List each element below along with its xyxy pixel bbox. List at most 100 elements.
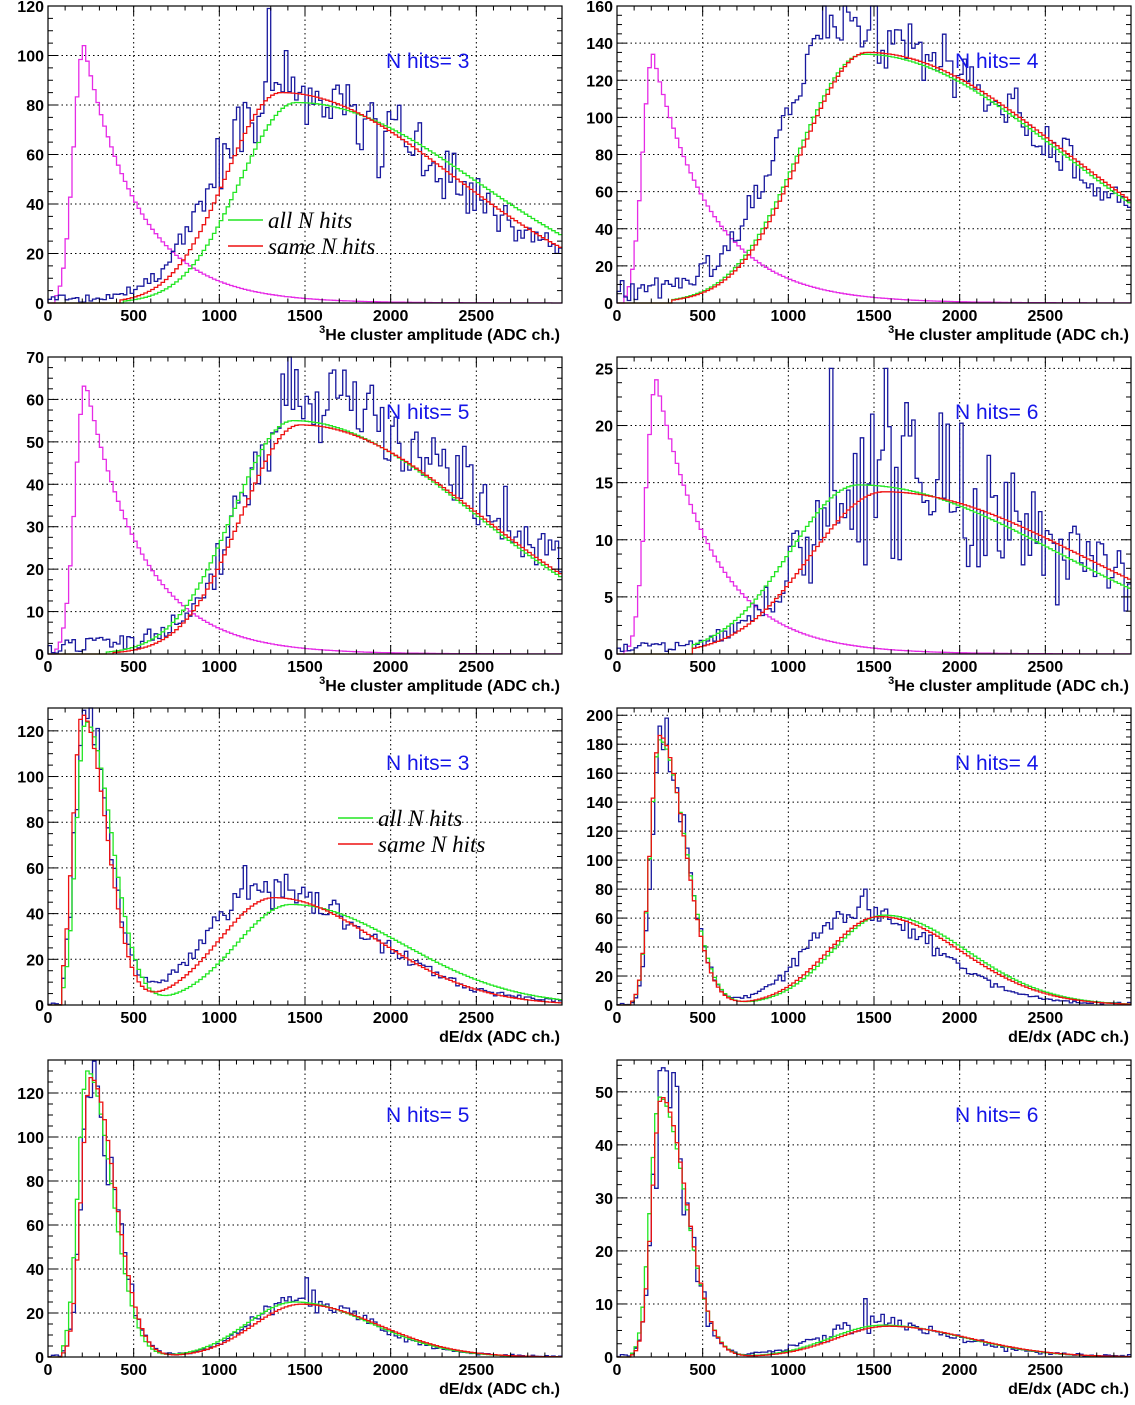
- y-tick-label: 120: [17, 1086, 44, 1103]
- y-tick-label: 100: [586, 853, 613, 870]
- series-navy-histogram: [616, 1067, 1131, 1358]
- y-tick-label: 80: [26, 1174, 44, 1191]
- series-green-histogram: [48, 101, 562, 304]
- y-tick-label: 10: [26, 605, 44, 622]
- grid-lines: [617, 708, 1131, 1005]
- series-red-histogram: [48, 424, 562, 655]
- x-tick-label: 2500: [459, 1362, 495, 1379]
- y-tick-label: 180: [586, 737, 613, 754]
- x-tick-label: 0: [613, 308, 622, 325]
- series-navy-histogram: [47, 7, 562, 303]
- x-axis-label-superscript: 3: [319, 675, 325, 687]
- series-red-histogram: [48, 1076, 562, 1358]
- x-tick-label: 1500: [856, 1362, 892, 1379]
- x-tick-label: 2500: [1028, 1010, 1064, 1027]
- histogram-panel-8: 0 500 1000 1500 2000 2500 0 10 20 30 40 50 dE/dx (AD…: [595, 1059, 1132, 1398]
- series-navy-histogram: [47, 707, 562, 1006]
- x-tick-label: 1500: [856, 308, 892, 325]
- x-tick-label: 2000: [942, 1010, 978, 1027]
- x-tick-label: 1000: [202, 1010, 238, 1027]
- y-tick-label: 0: [604, 1350, 613, 1367]
- y-tick-label: 120: [17, 724, 44, 741]
- legend-label: same N hits: [378, 832, 485, 857]
- y-tick-label: 100: [17, 770, 44, 787]
- y-tick-label: 20: [26, 952, 44, 969]
- x-tick-label: 1500: [287, 659, 323, 676]
- x-tick-label: 2000: [942, 659, 978, 676]
- series-navy-histogram: [616, 367, 1131, 654]
- n-hits-annotation: N hits= 4: [955, 50, 1039, 73]
- series-red-histogram: [617, 491, 1131, 655]
- x-axis-label: 3He cluster amplitude (ADC ch.): [319, 324, 560, 344]
- series-red-histogram: [48, 91, 562, 304]
- x-axis-label-superscript: 3: [319, 324, 325, 336]
- y-tick-label: 20: [595, 1244, 613, 1261]
- histogram-panel-4: 0 500 1000 1500 2000 2500 0 5 10 15 20 25 3He cluste…: [595, 356, 1132, 695]
- series-green-histogram: [617, 53, 1131, 304]
- y-tick-label: 20: [26, 562, 44, 579]
- y-tick-label: 60: [26, 1218, 44, 1235]
- x-tick-label: 2000: [373, 659, 409, 676]
- grid-lines: [48, 1060, 562, 1357]
- y-tick-label: 60: [26, 148, 44, 165]
- x-axis-label-superscript: 3: [888, 675, 894, 687]
- y-tick-label: 10: [595, 1297, 613, 1314]
- y-tick-label: 40: [595, 222, 613, 239]
- histogram-panel-1: 0 500 1000 1500 2000 2500 0 20 40 60 80 100 120 3He c…: [17, 0, 563, 344]
- y-tick-label: 5: [604, 590, 613, 607]
- x-tick-label: 0: [613, 1362, 622, 1379]
- y-tick-label: 80: [595, 148, 613, 165]
- y-tick-label: 40: [26, 1262, 44, 1279]
- y-tick-label: 140: [586, 795, 613, 812]
- y-tick-label: 20: [595, 259, 613, 276]
- n-hits-annotation: N hits= 3: [386, 50, 469, 73]
- x-tick-label: 2500: [459, 308, 495, 325]
- y-tick-label: 30: [595, 1191, 613, 1208]
- y-tick-label: 60: [26, 861, 44, 878]
- y-tick-label: 0: [35, 296, 44, 313]
- y-tick-label: 140: [586, 36, 613, 53]
- series-navy-histogram: [47, 356, 562, 654]
- y-tick-label: 80: [26, 815, 44, 832]
- x-tick-label: 1500: [856, 659, 892, 676]
- y-tick-label: 100: [17, 1130, 44, 1147]
- y-tick-label: 60: [26, 392, 44, 409]
- series-magenta-histogram: [617, 53, 1131, 304]
- y-tick-label: 120: [17, 0, 44, 16]
- x-tick-label: 1000: [202, 659, 238, 676]
- y-tick-label: 120: [586, 824, 613, 841]
- y-tick-label: 120: [586, 73, 613, 90]
- series-green-histogram: [617, 484, 1131, 655]
- series-red-histogram: [617, 1097, 1131, 1358]
- y-tick-label: 40: [26, 907, 44, 924]
- x-tick-label: 500: [689, 659, 716, 676]
- x-axis-label-text: He cluster amplitude (ADC ch.): [894, 327, 1129, 344]
- y-tick-label: 50: [595, 1085, 613, 1102]
- x-axis-label: dE/dx (ADC ch.): [439, 1381, 560, 1398]
- series-red-histogram: [617, 734, 1131, 1006]
- y-tick-label: 40: [595, 940, 613, 957]
- n-hits-annotation: N hits= 3: [386, 752, 469, 775]
- y-tick-label: 40: [595, 1138, 613, 1155]
- y-tick-label: 100: [586, 110, 613, 127]
- y-tick-label: 15: [595, 476, 613, 493]
- tick-marks: [616, 357, 1132, 655]
- y-tick-label: 10: [595, 533, 613, 550]
- y-tick-label: 20: [26, 1306, 44, 1323]
- series-magenta-histogram: [48, 44, 562, 304]
- x-tick-label: 2000: [942, 308, 978, 325]
- x-tick-label: 500: [689, 1010, 716, 1027]
- tick-marks: [47, 356, 563, 655]
- y-tick-label: 160: [586, 766, 613, 783]
- y-tick-label: 25: [595, 361, 613, 378]
- y-tick-label: 80: [26, 98, 44, 115]
- n-hits-annotation: N hits= 6: [955, 1104, 1038, 1127]
- x-tick-label: 2500: [1028, 1362, 1064, 1379]
- x-axis-label: 3He cluster amplitude (ADC ch.): [888, 324, 1129, 344]
- x-tick-label: 500: [120, 659, 147, 676]
- x-tick-label: 0: [613, 659, 622, 676]
- y-tick-label: 20: [595, 419, 613, 436]
- x-axis-label-text: He cluster amplitude (ADC ch.): [894, 678, 1129, 695]
